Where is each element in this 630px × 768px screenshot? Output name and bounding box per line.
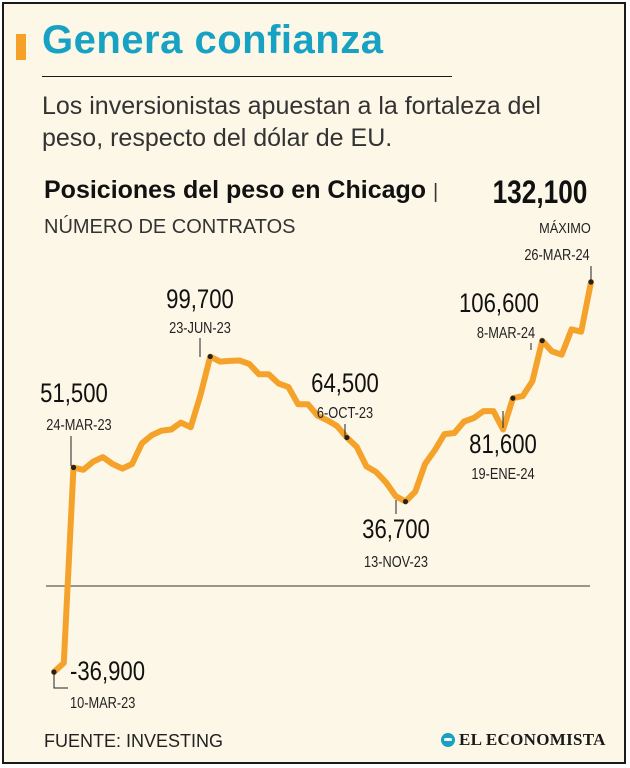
annotation-point <box>70 464 77 471</box>
annotation-leader <box>53 672 68 689</box>
annotation-point <box>344 434 350 441</box>
publisher-name: EL ECONOMISTA <box>459 730 606 749</box>
annotation-date-label: 10-MAR-23 <box>70 695 135 713</box>
page-title: Genera confianza <box>42 18 384 62</box>
title-accent-bar <box>16 34 26 60</box>
chart-title-separator: | <box>433 181 439 203</box>
annotation-point <box>51 669 57 675</box>
chart-title-main: Posiciones del peso en Chicago <box>44 176 427 204</box>
annotation-date-label: 6-OCT-23 <box>317 405 373 423</box>
annotation-date-label: 8-MAR-24 <box>477 325 535 343</box>
annotation-max-note: MÁXIMO <box>539 219 591 236</box>
annotation-value-label: 132,100 <box>493 176 588 211</box>
annotation-date-label: 23-JUN-23 <box>169 320 231 338</box>
annotation-value-label: -36,900 <box>70 657 145 687</box>
annotation-point <box>539 338 545 344</box>
publisher-logo: EL ECONOMISTA <box>441 730 606 750</box>
annotation-date-label: 24-MAR-23 <box>46 417 111 435</box>
annotation-value-label: 36,700 <box>362 515 430 545</box>
annotation-value-label: 51,500 <box>40 379 108 409</box>
annotation-value-label: 64,500 <box>311 369 379 399</box>
title-divider <box>42 76 452 77</box>
chart-title-unit: NÚMERO DE CONTRATOS <box>44 216 296 238</box>
subtitle: Los inversionistas apuestan a la fortale… <box>42 92 541 152</box>
source-note: FUENTE: INVESTING <box>44 731 224 751</box>
annotation-date-label: 13-NOV-23 <box>364 554 428 572</box>
annotation-point <box>588 279 594 285</box>
annotation-date-label: 26-MAR-24 <box>524 247 589 265</box>
annotation-value-label: 99,700 <box>166 285 234 315</box>
annotation-point <box>510 395 516 401</box>
series-line <box>51 279 594 675</box>
annotation-value-label: 106,600 <box>459 289 539 319</box>
annotation-date-label: 19-ENE-24 <box>471 466 534 484</box>
newspaper-logo-icon <box>441 733 455 747</box>
annotation-point <box>402 498 409 505</box>
annotation-value-label: 81,600 <box>469 430 537 460</box>
annotation-point <box>207 353 213 360</box>
chart-title: Posiciones del peso en Chicago | NÚMERO … <box>44 174 474 244</box>
